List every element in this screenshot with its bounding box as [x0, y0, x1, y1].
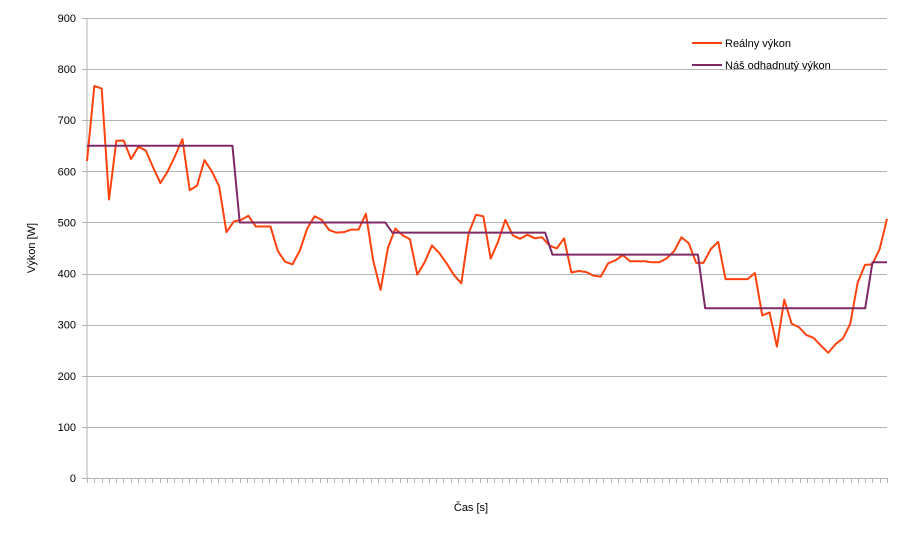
x-axis-label: Čas [s]: [454, 501, 488, 514]
y-tick-label: 500: [58, 217, 76, 229]
y-tick-label: 0: [70, 473, 76, 485]
y-tick-label: 700: [58, 115, 76, 127]
y-tick-label: 200: [58, 371, 76, 383]
legend: Reálny výkon Náš odhadnutý výkon: [692, 38, 831, 72]
series-lines: [86, 84, 888, 354]
y-axis-ticks: 0 100 200 300 400 500 600 700 800 900: [58, 13, 87, 485]
legend-label-1: Reálny výkon: [725, 38, 791, 50]
legend-label-2: Náš odhadnutý výkon: [725, 60, 831, 72]
series-line-2: [87, 144, 887, 310]
y-tick-label: 100: [58, 422, 76, 434]
y-tick-label: 300: [58, 320, 76, 332]
grid-lines: [87, 18, 887, 428]
y-axis-label: Výkon [W]: [26, 223, 38, 273]
series-line-1: [86, 84, 888, 354]
y-tick-label: 400: [58, 269, 76, 281]
y-tick-label: 800: [58, 64, 76, 76]
y-tick-label: 900: [58, 13, 76, 25]
y-tick-label: 600: [58, 166, 76, 178]
